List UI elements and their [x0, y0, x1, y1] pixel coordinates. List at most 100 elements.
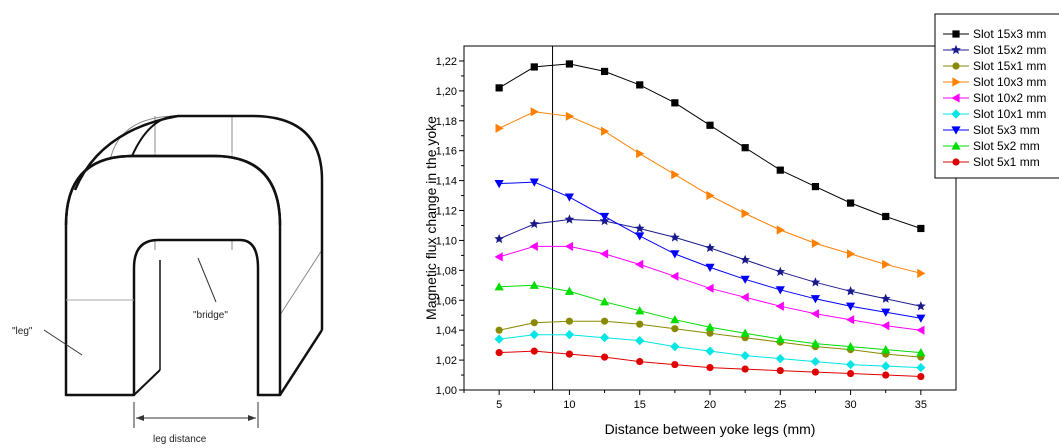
data-point — [494, 233, 504, 244]
data-point — [494, 252, 503, 262]
data-point — [811, 238, 821, 249]
data-point — [494, 282, 504, 291]
bridge-label: "bridge" — [193, 310, 228, 321]
data-point — [671, 170, 680, 180]
data-point — [776, 166, 784, 174]
data-point — [951, 93, 960, 103]
data-point — [600, 353, 609, 361]
data-point — [600, 126, 610, 136]
legend-label: Slot 15x3 mm — [973, 27, 1046, 41]
data-point — [810, 295, 821, 304]
data-point — [882, 212, 890, 221]
data-point — [881, 321, 890, 331]
y-tick-label: 1,08 — [436, 265, 457, 277]
data-point — [952, 77, 961, 87]
data-point — [952, 30, 960, 38]
y-tick-label: 1,04 — [436, 325, 457, 337]
data-point — [952, 158, 960, 166]
legend-label: Slot 15x1 mm — [973, 59, 1046, 73]
yoke-diagram: "leg" "bridge" leg distance — [12, 114, 324, 445]
data-point — [810, 309, 820, 319]
data-point — [952, 62, 960, 70]
y-tick-label: 1,18 — [436, 116, 457, 128]
data-point — [529, 330, 539, 340]
series-group — [494, 241, 925, 335]
legend-label: Slot 15x2 mm — [973, 43, 1046, 57]
data-point — [529, 280, 539, 289]
y-tick-label: 1,16 — [436, 146, 457, 158]
flux-chart: 5 10 15 20 25 30 35 1,00 1,02 1,04 1,06 1,08 1,10 1,1… — [423, 13, 1059, 437]
data-point — [881, 361, 891, 371]
data-point — [741, 144, 749, 152]
data-point — [599, 333, 610, 343]
data-point — [881, 308, 891, 317]
series-layer — [494, 60, 926, 381]
data-point — [705, 346, 715, 356]
data-point — [845, 342, 856, 351]
data-point — [705, 283, 714, 293]
data-point — [599, 249, 609, 259]
data-point — [916, 314, 926, 323]
data-point — [846, 199, 855, 207]
data-point — [706, 363, 714, 372]
y-tick-label: 1,10 — [436, 235, 457, 247]
data-point — [845, 359, 856, 370]
data-point — [917, 372, 925, 381]
data-point — [635, 306, 645, 315]
data-point — [740, 292, 749, 302]
yoke-inner-depth-left — [133, 369, 161, 396]
yoke-front-arc — [64, 154, 282, 226]
data-point — [706, 190, 715, 201]
data-point — [775, 334, 785, 343]
data-point — [530, 347, 538, 355]
data-point — [740, 351, 750, 361]
data-point — [565, 111, 575, 121]
y-tick-label: 1,22 — [436, 56, 457, 68]
data-point — [600, 67, 609, 76]
x-tick-label: 25 — [774, 399, 786, 411]
data-point — [564, 214, 575, 224]
data-point — [951, 126, 961, 135]
y-tick-label: 1,14 — [436, 176, 457, 188]
data-point — [564, 286, 575, 295]
data-point — [671, 99, 679, 107]
series-group — [495, 60, 925, 233]
data-point — [810, 339, 821, 348]
data-point — [564, 193, 575, 202]
series-line — [498, 218, 922, 307]
data-point — [741, 208, 750, 219]
data-point — [670, 250, 680, 259]
data-point — [951, 109, 961, 119]
y-tick-label: 1,06 — [436, 295, 457, 307]
data-point — [882, 259, 891, 269]
data-point — [600, 317, 609, 325]
series-group — [494, 214, 926, 311]
data-point — [530, 63, 538, 71]
leg-distance-arrow-right — [248, 415, 256, 421]
data-point — [495, 84, 503, 92]
data-point — [880, 293, 891, 303]
data-point — [881, 345, 891, 354]
data-point — [670, 315, 680, 324]
series-group — [495, 347, 925, 381]
data-point — [705, 242, 715, 253]
data-point — [565, 317, 574, 325]
data-point — [670, 271, 679, 281]
leg-label: "leg" — [12, 326, 33, 337]
series-group — [494, 178, 926, 323]
data-point — [845, 302, 856, 311]
data-point — [635, 259, 644, 269]
leg-leader-line — [43, 329, 83, 356]
data-point — [916, 362, 926, 373]
data-point — [776, 366, 784, 375]
data-point — [917, 224, 925, 233]
x-tick-label: 30 — [844, 399, 856, 411]
data-point — [705, 263, 715, 272]
y-axis-label: Magnetic flux change in the yoke — [423, 116, 439, 320]
data-point — [565, 60, 574, 68]
data-point — [635, 336, 645, 346]
data-point — [846, 369, 855, 378]
data-point — [740, 328, 750, 337]
data-point — [671, 325, 679, 333]
data-point — [636, 357, 644, 366]
